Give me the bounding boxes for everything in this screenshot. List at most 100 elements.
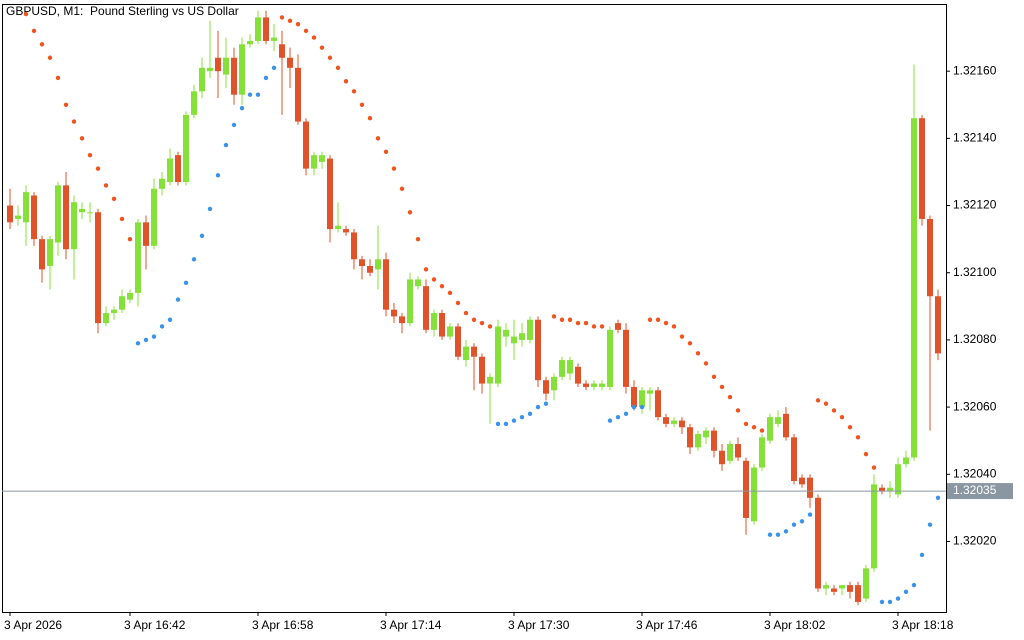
sar-dot: [479, 320, 485, 326]
candle-body: [95, 212, 101, 324]
sar-dot: [815, 398, 821, 403]
x-tick-label: 3 Apr 17:30: [508, 618, 570, 632]
sar-dot: [927, 522, 933, 527]
candle-body: [15, 215, 21, 219]
sar-dot: [335, 65, 341, 71]
sar-dot: [559, 317, 565, 322]
sar-dot: [903, 589, 909, 595]
sar-dot: [327, 55, 333, 60]
sar-dot: [639, 404, 645, 410]
sar-dot: [135, 341, 141, 346]
candle-body: [127, 292, 133, 300]
sar-dot: [103, 183, 109, 188]
candle-body: [399, 316, 405, 324]
sar-dot: [535, 404, 541, 410]
sar-dot: [519, 414, 525, 420]
sar-dot: [735, 408, 741, 413]
candle-body: [503, 329, 509, 337]
candle-body: [303, 121, 309, 169]
y-tick-label: 1.32160: [953, 63, 997, 77]
sar-dot: [23, 11, 29, 17]
sar-dot: [191, 257, 197, 262]
sar-dot: [279, 15, 285, 20]
sar-dot: [647, 317, 653, 322]
candle-body: [599, 383, 605, 387]
x-tick-label: 3 Apr 18:02: [764, 618, 826, 632]
sar-dot: [39, 42, 45, 47]
candle-body: [335, 225, 341, 230]
candle-body: [591, 383, 597, 387]
candle-body: [727, 444, 733, 461]
y-tick-label: 1.32140: [953, 131, 997, 145]
sar-dot: [727, 394, 733, 400]
sar-dot: [919, 552, 925, 558]
candle-body: [679, 420, 685, 428]
sar-dot: [895, 596, 901, 601]
candle-body: [431, 313, 437, 330]
candle-body: [199, 67, 205, 92]
candle-body: [287, 57, 293, 68]
sar-dot: [183, 280, 189, 286]
candle-body: [47, 239, 53, 267]
candle-body: [487, 376, 493, 384]
candle-body: [55, 185, 61, 243]
candle-body: [839, 585, 845, 589]
candle-body: [511, 336, 517, 344]
sar-dot: [871, 465, 877, 470]
candle-body: [759, 437, 765, 468]
sar-dot: [247, 92, 253, 97]
sar-dot: [935, 495, 941, 500]
candle-body: [359, 259, 365, 267]
sar-dot: [63, 102, 69, 107]
y-tick-label: 1.32120: [953, 198, 997, 212]
sar-dot: [111, 196, 117, 202]
sar-dot: [855, 435, 861, 440]
candle-body: [495, 326, 501, 384]
sar-dot: [303, 28, 309, 34]
sar-dot: [863, 451, 869, 457]
candle-body: [167, 158, 173, 183]
candle-body: [231, 57, 237, 95]
sar-dot: [175, 297, 181, 302]
x-tick-label: 3 Apr 2026: [4, 618, 62, 632]
candle-body: [111, 309, 117, 314]
sar-dot: [231, 122, 237, 128]
sar-dot: [799, 519, 805, 524]
candle-body: [887, 487, 893, 492]
sar-dot: [487, 324, 493, 329]
candle-body: [383, 259, 389, 310]
candle-body: [567, 360, 573, 374]
candle-body: [279, 44, 285, 58]
sar-dot: [695, 351, 701, 356]
sar-dot: [743, 421, 749, 427]
candle-body: [375, 259, 381, 270]
candle-body: [175, 155, 181, 183]
x-tick-label: 3 Apr 17:46: [636, 618, 698, 632]
candle-body: [615, 323, 621, 330]
sar-dot: [127, 236, 133, 242]
candle-body: [135, 222, 141, 293]
candle-body: [655, 390, 661, 418]
candle-body: [239, 44, 245, 95]
sar-dot: [215, 173, 221, 178]
y-tick-label: 1.32040: [953, 466, 997, 480]
sar-dot: [615, 414, 621, 420]
candle-body: [799, 477, 805, 485]
sar-dot: [831, 408, 837, 413]
candle-body: [543, 380, 549, 394]
x-tick-label: 3 Apr 16:58: [252, 618, 314, 632]
candle-body: [479, 356, 485, 384]
sar-dot: [567, 317, 573, 322]
candle-body: [551, 376, 557, 391]
candle-body: [263, 17, 269, 41]
sar-dot: [263, 75, 269, 81]
sar-dot: [271, 65, 277, 71]
sar-dot: [391, 166, 397, 171]
candle-body: [223, 57, 229, 75]
sar-dot: [71, 119, 77, 124]
sar-dot: [143, 337, 149, 343]
price-label-box: [947, 483, 1013, 500]
sar-dot: [239, 105, 245, 111]
candle-body: [151, 188, 157, 246]
sar-dot: [223, 142, 229, 148]
